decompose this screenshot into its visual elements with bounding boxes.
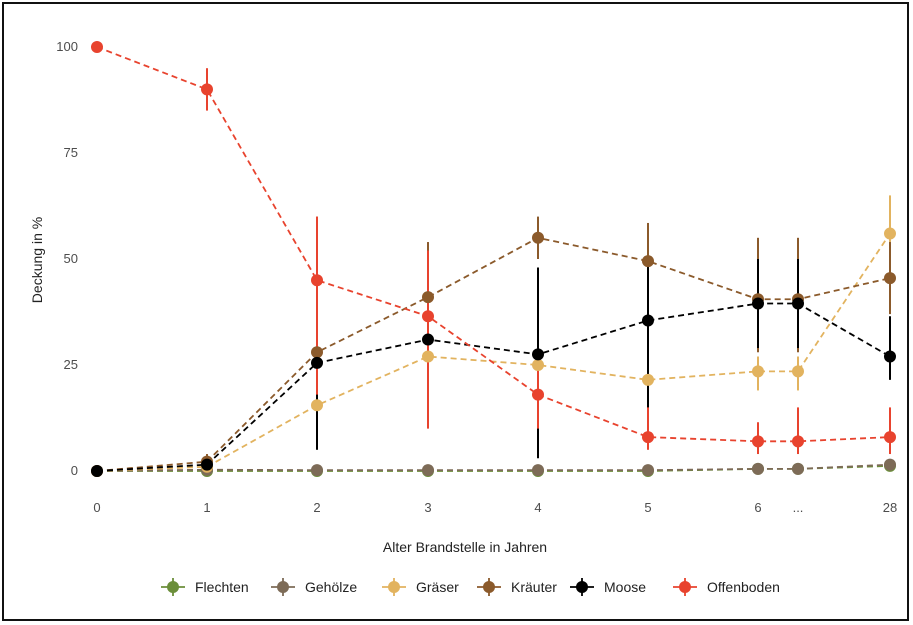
legend-item-geh-lze: Gehölze <box>271 578 357 596</box>
series-lines <box>96 46 891 472</box>
data-point-geh-lze <box>311 464 323 477</box>
series-line-moose <box>96 302 891 472</box>
data-point-moose <box>311 356 323 369</box>
legend-key-point <box>167 581 179 593</box>
x-tick-labels: 0 1 2 3 4 5 6... 28 <box>93 500 897 515</box>
data-point-moose <box>532 348 544 361</box>
y-axis-title: Deckung in % <box>29 217 45 303</box>
legend-key-point <box>679 581 691 593</box>
x-tick-label: 0 <box>93 500 100 515</box>
data-point-kr-uter <box>884 272 896 285</box>
legend-item-kr-uter: Kräuter <box>477 578 557 596</box>
data-point-kr-uter <box>422 291 434 304</box>
legend-item-gr-ser: Gräser <box>382 578 459 596</box>
legend-key-point <box>388 581 400 593</box>
y-tick-label: 50 <box>64 251 78 266</box>
legend-item-flechten: Flechten <box>161 578 249 596</box>
data-point-offenboden <box>201 83 213 96</box>
legend-label: Kräuter <box>511 579 557 595</box>
legend-label: Flechten <box>195 579 249 595</box>
data-point-moose <box>752 297 764 310</box>
data-point-gr-ser <box>884 227 896 240</box>
data-point-offenboden <box>792 435 804 448</box>
data-point-offenboden <box>91 41 103 53</box>
data-point-offenboden <box>422 310 434 323</box>
series-points <box>91 41 896 477</box>
data-point-geh-lze <box>884 458 896 471</box>
legend-item-moose: Moose <box>570 578 646 596</box>
data-point-moose <box>201 458 213 471</box>
data-point-geh-lze <box>792 462 804 475</box>
legend: Flechten Gehölze Gräser Kräuter Moose Offenbo… <box>161 578 780 596</box>
series-line-gr-ser <box>96 233 891 472</box>
data-point-geh-lze <box>642 464 654 477</box>
data-point-gr-ser <box>311 399 323 412</box>
data-point-gr-ser <box>642 373 654 386</box>
series-line-geh-lze <box>96 463 891 472</box>
data-point-kr-uter <box>311 346 323 359</box>
data-point-moose <box>884 350 896 363</box>
x-tick-label: 1 <box>203 500 210 515</box>
data-point-gr-ser <box>422 350 434 363</box>
x-tick-label: 4 <box>534 500 541 515</box>
legend-item-offenboden: Offenboden <box>673 578 780 596</box>
data-point-offenboden <box>752 435 764 448</box>
data-point-moose <box>91 465 103 477</box>
data-point-geh-lze <box>422 464 434 477</box>
x-tick-label: ... <box>793 500 804 515</box>
data-point-moose <box>792 297 804 310</box>
legend-key-point <box>483 581 495 593</box>
data-point-offenboden <box>884 431 896 444</box>
data-point-kr-uter <box>642 255 654 268</box>
series-line-offenboden <box>96 46 891 443</box>
y-tick-label: 0 <box>71 463 78 478</box>
data-point-offenboden <box>642 431 654 444</box>
y-tick-labels: 0 25 50 75 100 <box>56 39 78 478</box>
data-point-offenboden <box>311 274 323 287</box>
x-tick-label: 5 <box>644 500 651 515</box>
legend-label: Gehölze <box>305 579 357 595</box>
data-point-moose <box>642 314 654 327</box>
legend-label: Offenboden <box>707 579 780 595</box>
y-tick-label: 75 <box>64 145 78 160</box>
data-point-offenboden <box>532 388 544 401</box>
data-point-gr-ser <box>752 365 764 378</box>
x-tick-label: 6 <box>754 500 761 515</box>
series-layer <box>91 41 896 477</box>
legend-label: Moose <box>604 579 646 595</box>
legend-label: Gräser <box>416 579 459 595</box>
x-axis-title: Alter Brandstelle in Jahren <box>383 539 547 555</box>
series-line-kr-uter <box>96 236 891 472</box>
y-tick-label: 25 <box>64 357 78 372</box>
data-point-geh-lze <box>532 464 544 477</box>
data-point-gr-ser <box>792 365 804 378</box>
data-point-moose <box>422 333 434 346</box>
y-tick-label: 100 <box>56 39 78 54</box>
x-tick-label: 2 <box>313 500 320 515</box>
data-point-gr-ser <box>532 359 544 371</box>
legend-key-point <box>576 581 588 593</box>
data-point-geh-lze <box>752 462 764 475</box>
x-tick-label: 3 <box>424 500 431 515</box>
data-point-kr-uter <box>532 231 544 244</box>
x-tick-label: 28 <box>883 500 897 515</box>
legend-key-point <box>277 581 289 593</box>
